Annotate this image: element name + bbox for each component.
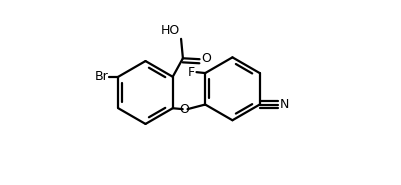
Text: N: N [279,98,288,111]
Text: HO: HO [160,24,180,37]
Text: F: F [187,66,194,79]
Text: Br: Br [94,70,108,83]
Text: O: O [200,52,211,65]
Text: O: O [179,103,189,116]
